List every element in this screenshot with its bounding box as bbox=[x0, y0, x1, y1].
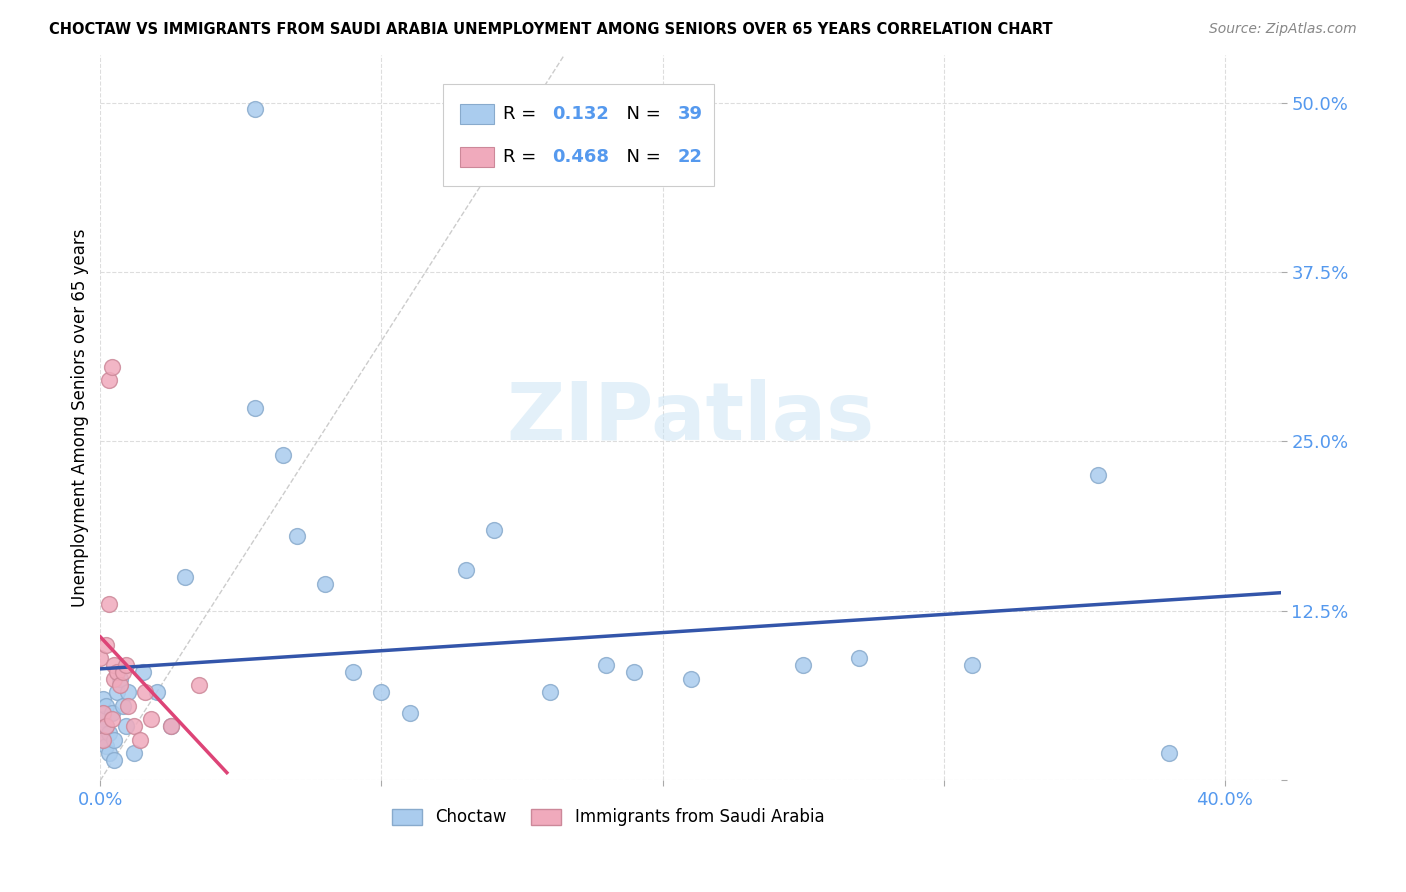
Point bbox=[398, 706, 420, 720]
Point bbox=[94, 719, 117, 733]
Point bbox=[91, 732, 114, 747]
Point bbox=[243, 401, 266, 415]
Point bbox=[100, 359, 122, 374]
Legend: Choctaw, Immigrants from Saudi Arabia: Choctaw, Immigrants from Saudi Arabia bbox=[392, 808, 824, 826]
Point bbox=[482, 523, 505, 537]
Point bbox=[97, 726, 120, 740]
Point bbox=[285, 529, 308, 543]
Point bbox=[187, 678, 209, 692]
Point bbox=[100, 706, 122, 720]
Y-axis label: Unemployment Among Seniors over 65 years: Unemployment Among Seniors over 65 years bbox=[72, 228, 89, 607]
Point bbox=[128, 732, 150, 747]
Point bbox=[848, 651, 870, 665]
Point bbox=[122, 746, 145, 760]
Point bbox=[103, 658, 125, 673]
Point bbox=[91, 706, 114, 720]
FancyBboxPatch shape bbox=[443, 84, 714, 186]
Point bbox=[271, 448, 294, 462]
Point bbox=[595, 658, 617, 673]
Point bbox=[89, 651, 111, 665]
Point bbox=[91, 692, 114, 706]
Text: ZIPatlas: ZIPatlas bbox=[506, 379, 875, 457]
Point bbox=[94, 698, 117, 713]
Point bbox=[97, 374, 120, 388]
Point bbox=[94, 719, 117, 733]
Point bbox=[1157, 746, 1180, 760]
Point bbox=[679, 672, 702, 686]
Text: N =: N = bbox=[616, 148, 666, 166]
Point bbox=[100, 712, 122, 726]
Point bbox=[97, 746, 120, 760]
Point bbox=[159, 719, 181, 733]
Text: 0.132: 0.132 bbox=[553, 105, 609, 123]
Point bbox=[139, 712, 162, 726]
Text: N =: N = bbox=[616, 105, 666, 123]
Text: Source: ZipAtlas.com: Source: ZipAtlas.com bbox=[1209, 22, 1357, 37]
Point bbox=[134, 685, 156, 699]
Point bbox=[97, 597, 120, 611]
Point bbox=[243, 103, 266, 117]
Bar bbox=[460, 146, 494, 167]
Point bbox=[370, 685, 392, 699]
Text: R =: R = bbox=[503, 148, 541, 166]
Text: 0.468: 0.468 bbox=[553, 148, 610, 166]
Point bbox=[103, 672, 125, 686]
Text: 22: 22 bbox=[678, 148, 703, 166]
Point bbox=[145, 685, 167, 699]
Point bbox=[117, 698, 139, 713]
Point bbox=[94, 638, 117, 652]
Point bbox=[108, 678, 131, 692]
Point bbox=[314, 576, 336, 591]
Point bbox=[103, 732, 125, 747]
Point bbox=[131, 665, 153, 679]
Point bbox=[960, 658, 983, 673]
Text: 39: 39 bbox=[678, 105, 703, 123]
Point bbox=[94, 739, 117, 754]
Text: CHOCTAW VS IMMIGRANTS FROM SAUDI ARABIA UNEMPLOYMENT AMONG SENIORS OVER 65 YEARS: CHOCTAW VS IMMIGRANTS FROM SAUDI ARABIA … bbox=[49, 22, 1053, 37]
Point bbox=[454, 563, 477, 577]
Point bbox=[114, 658, 136, 673]
Text: R =: R = bbox=[503, 105, 541, 123]
Point bbox=[105, 685, 128, 699]
Point bbox=[792, 658, 814, 673]
Point bbox=[105, 665, 128, 679]
Point bbox=[117, 685, 139, 699]
Point bbox=[91, 732, 114, 747]
Point bbox=[342, 665, 364, 679]
Point bbox=[538, 685, 561, 699]
Point bbox=[108, 672, 131, 686]
Point bbox=[91, 712, 114, 726]
Point bbox=[103, 753, 125, 767]
Point bbox=[159, 719, 181, 733]
Point bbox=[111, 665, 134, 679]
Point bbox=[173, 570, 195, 584]
Bar bbox=[460, 103, 494, 124]
Point bbox=[114, 719, 136, 733]
Point bbox=[122, 719, 145, 733]
Point bbox=[111, 698, 134, 713]
Point bbox=[623, 665, 645, 679]
Point bbox=[1087, 468, 1109, 483]
